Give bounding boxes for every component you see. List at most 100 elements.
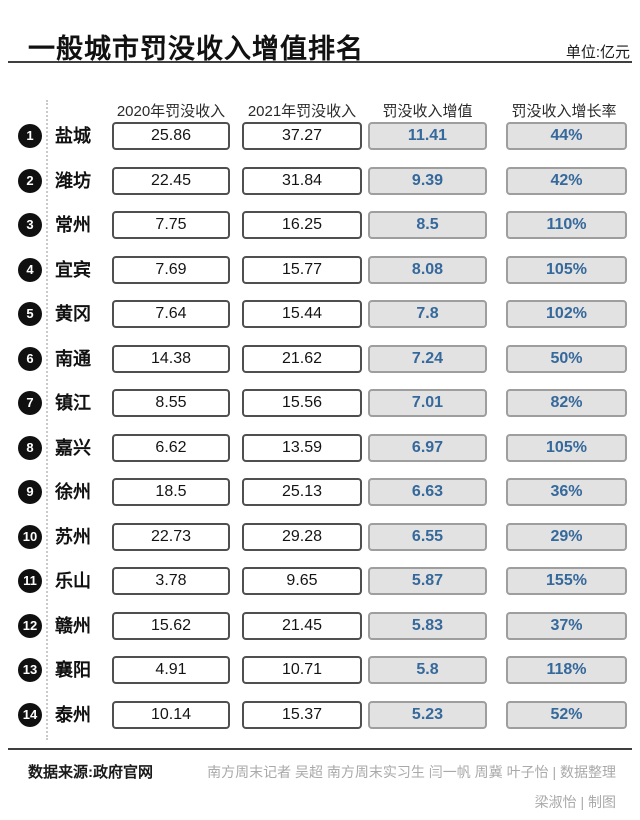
value-2021: 21.45 <box>242 611 362 640</box>
value-increase: 5.8 <box>368 656 487 684</box>
value-2021: 16.25 <box>242 211 362 239</box>
value-2020: 8.55 <box>112 389 230 417</box>
value-growth: 105% <box>506 433 627 462</box>
value-2020: 22.73 <box>112 522 230 551</box>
value-growth: 102% <box>506 300 627 328</box>
value-growth: 118% <box>506 656 627 684</box>
table-row: 14 泰州 10.14 15.37 5.23 52% <box>0 700 640 729</box>
table-row: 1 盐城 25.86 37.27 11.41 44% <box>0 122 640 150</box>
value-growth: 50% <box>506 344 627 373</box>
unit-label: 单位:亿元 <box>565 44 630 61</box>
value-2021: 15.77 <box>242 255 362 284</box>
rank-badge: 14 <box>18 702 42 727</box>
value-2021: 31.84 <box>242 166 362 195</box>
value-increase: 9.39 <box>368 166 487 195</box>
table-row: 7 镇江 8.55 15.56 7.01 82% <box>0 389 640 417</box>
column-header-row: 2020年罚没收入 2021年罚没收入 罚没收入增值 罚没收入增长率 <box>0 100 640 120</box>
title-divider <box>8 61 632 63</box>
column-header-increase: 罚没收入增值 <box>382 103 473 120</box>
table-row: 10 苏州 22.73 29.28 6.55 29% <box>0 522 640 551</box>
rank-badge: 4 <box>18 257 42 282</box>
dotted-guide-line <box>46 100 48 740</box>
value-2021: 15.44 <box>242 300 362 328</box>
table-row: 11 乐山 3.78 9.65 5.87 155% <box>0 567 640 595</box>
table-row: 4 宜宾 7.69 15.77 8.08 105% <box>0 255 640 284</box>
credits-block: 南方周末记者 吴超 南方周末实习生 闫一帆 周冀 叶子怡 | 数据整理 梁淑怡 … <box>207 757 616 817</box>
city-label: 苏州 <box>55 526 91 547</box>
value-2020: 18.5 <box>112 478 230 506</box>
column-header-2020: 2020年罚没收入 <box>116 103 226 120</box>
value-2020: 25.86 <box>112 122 230 150</box>
value-growth: 44% <box>506 122 627 150</box>
rank-badge: 13 <box>18 658 42 682</box>
table-row: 13 襄阳 4.91 10.71 5.8 118% <box>0 656 640 684</box>
rank-badge: 10 <box>18 524 42 549</box>
value-2021: 21.62 <box>242 344 362 373</box>
value-growth: 110% <box>506 211 627 239</box>
rank-badge: 7 <box>18 391 42 415</box>
value-2020: 22.45 <box>112 166 230 195</box>
value-growth: 52% <box>506 700 627 729</box>
value-increase: 6.97 <box>368 433 487 462</box>
rank-badge: 12 <box>18 613 42 638</box>
table-row: 6 南通 14.38 21.62 7.24 50% <box>0 344 640 373</box>
data-source-label: 数据来源:政府官网 <box>28 764 153 781</box>
city-label: 徐州 <box>55 482 91 502</box>
value-2020: 7.75 <box>112 211 230 239</box>
value-2020: 3.78 <box>112 567 230 595</box>
value-growth: 29% <box>506 522 627 551</box>
rank-badge: 3 <box>18 213 42 237</box>
city-label: 赣州 <box>55 615 91 636</box>
rank-badge: 1 <box>18 124 42 148</box>
value-increase: 6.63 <box>368 478 487 506</box>
value-2021: 13.59 <box>242 433 362 462</box>
rank-badge: 8 <box>18 435 42 460</box>
value-2021: 15.37 <box>242 700 362 729</box>
table-row: 5 黄冈 7.64 15.44 7.8 102% <box>0 300 640 328</box>
value-2021: 25.13 <box>242 478 362 506</box>
page-title: 一般城市罚没收入增值排名 <box>28 34 364 64</box>
value-2021: 9.65 <box>242 567 362 595</box>
footer-divider <box>8 748 632 750</box>
city-label: 黄冈 <box>55 304 91 324</box>
value-growth: 36% <box>506 478 627 506</box>
table-row: 2 潍坊 22.45 31.84 9.39 42% <box>0 166 640 195</box>
value-increase: 11.41 <box>368 122 487 150</box>
value-increase: 8.08 <box>368 255 487 284</box>
value-increase: 5.83 <box>368 611 487 640</box>
table-rows: 1 盐城 25.86 37.27 11.41 44% 2 潍坊 22.45 31… <box>0 122 640 745</box>
value-2021: 15.56 <box>242 389 362 417</box>
value-increase: 7.24 <box>368 344 487 373</box>
value-2020: 14.38 <box>112 344 230 373</box>
rank-badge: 11 <box>18 569 42 593</box>
rank-badge: 5 <box>18 302 42 326</box>
city-label: 南通 <box>55 348 91 369</box>
rank-badge: 6 <box>18 346 42 371</box>
city-label: 乐山 <box>55 571 91 591</box>
value-2020: 7.69 <box>112 255 230 284</box>
value-2021: 10.71 <box>242 656 362 684</box>
credit-line-2: 梁淑怡 | 制图 <box>534 794 616 810</box>
value-2020: 7.64 <box>112 300 230 328</box>
value-increase: 5.87 <box>368 567 487 595</box>
value-growth: 155% <box>506 567 627 595</box>
value-2020: 4.91 <box>112 656 230 684</box>
value-growth: 82% <box>506 389 627 417</box>
table-row: 3 常州 7.75 16.25 8.5 110% <box>0 211 640 239</box>
city-label: 镇江 <box>55 393 91 413</box>
column-header-2021: 2021年罚没收入 <box>247 103 357 120</box>
value-increase: 8.5 <box>368 211 487 239</box>
city-label: 宜宾 <box>55 259 91 280</box>
value-increase: 7.8 <box>368 300 487 328</box>
value-2021: 29.28 <box>242 522 362 551</box>
value-2020: 10.14 <box>112 700 230 729</box>
value-increase: 6.55 <box>368 522 487 551</box>
city-label: 潍坊 <box>55 170 91 191</box>
table-row: 9 徐州 18.5 25.13 6.63 36% <box>0 478 640 506</box>
rank-badge: 2 <box>18 168 42 193</box>
value-growth: 105% <box>506 255 627 284</box>
value-2020: 6.62 <box>112 433 230 462</box>
table-row: 12 赣州 15.62 21.45 5.83 37% <box>0 611 640 640</box>
city-label: 常州 <box>55 215 91 235</box>
